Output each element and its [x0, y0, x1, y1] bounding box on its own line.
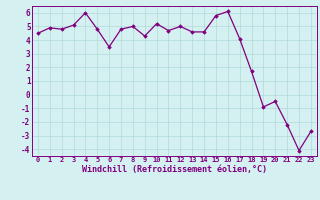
- X-axis label: Windchill (Refroidissement éolien,°C): Windchill (Refroidissement éolien,°C): [82, 165, 267, 174]
